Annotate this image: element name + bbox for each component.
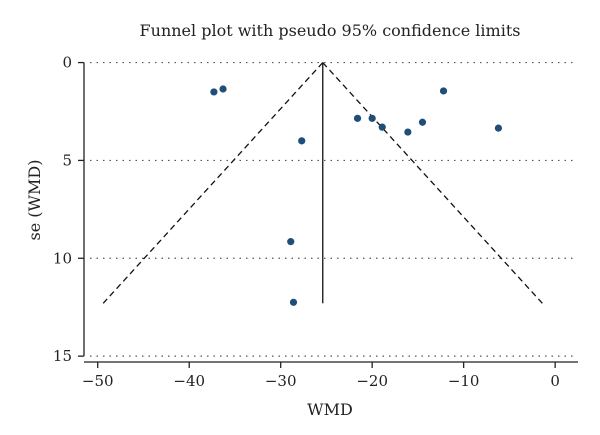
data-point-0 [210, 88, 218, 96]
data-point-1 [219, 85, 227, 93]
y-tick-label-3: 15 [53, 347, 72, 365]
x-tick-label-4: −10 [448, 372, 480, 390]
x-tick-label-2: −30 [265, 372, 297, 390]
data-point-10 [439, 87, 448, 95]
data-point-11 [494, 124, 503, 132]
data-point-8 [404, 128, 412, 136]
y-axis-label: se (WMD) [25, 160, 44, 241]
x-axis-label: WMD [307, 400, 353, 419]
data-point-4 [289, 298, 298, 306]
data-points [210, 85, 503, 306]
funnel-lines [102, 62, 543, 304]
data-point-9 [418, 118, 427, 126]
axes: 0 5 10 15 −50 −40 −30 −20 −10 0 [53, 54, 578, 390]
confidence-limit-right [322, 62, 543, 304]
x-tick-label-5: 0 [550, 372, 560, 390]
y-tick-label-0: 0 [62, 54, 72, 72]
y-tick-label-2: 10 [53, 249, 72, 267]
chart-title: Funnel plot with pseudo 95% confidence l… [140, 21, 521, 40]
grid-lines [90, 61, 576, 357]
data-point-6 [368, 114, 376, 122]
data-point-5 [353, 114, 362, 122]
confidence-limit-left [102, 62, 324, 304]
y-tick-label-1: 5 [62, 151, 72, 169]
data-point-3 [287, 238, 295, 246]
x-tick-label-0: −50 [82, 372, 114, 390]
data-point-2 [298, 137, 306, 145]
data-point-7 [378, 123, 386, 131]
x-tick-label-3: −20 [356, 372, 388, 390]
x-tick-label-1: −40 [173, 372, 205, 390]
